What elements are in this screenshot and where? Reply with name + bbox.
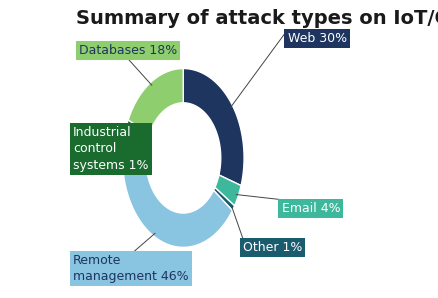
Text: Summary of attack types on IoT/OT: Summary of attack types on IoT/OT — [76, 9, 438, 28]
Text: Email 4%: Email 4% — [282, 202, 340, 215]
Polygon shape — [122, 125, 233, 247]
Text: Remote
management 46%: Remote management 46% — [73, 254, 189, 283]
Text: Industrial
control
systems 1%: Industrial control systems 1% — [73, 126, 148, 172]
Polygon shape — [128, 69, 183, 134]
Polygon shape — [183, 69, 244, 186]
Polygon shape — [214, 187, 235, 210]
Text: Other 1%: Other 1% — [243, 241, 302, 254]
Text: Databases 18%: Databases 18% — [79, 44, 177, 57]
Polygon shape — [127, 120, 149, 138]
Text: Web 30%: Web 30% — [287, 32, 346, 45]
Polygon shape — [215, 175, 241, 206]
